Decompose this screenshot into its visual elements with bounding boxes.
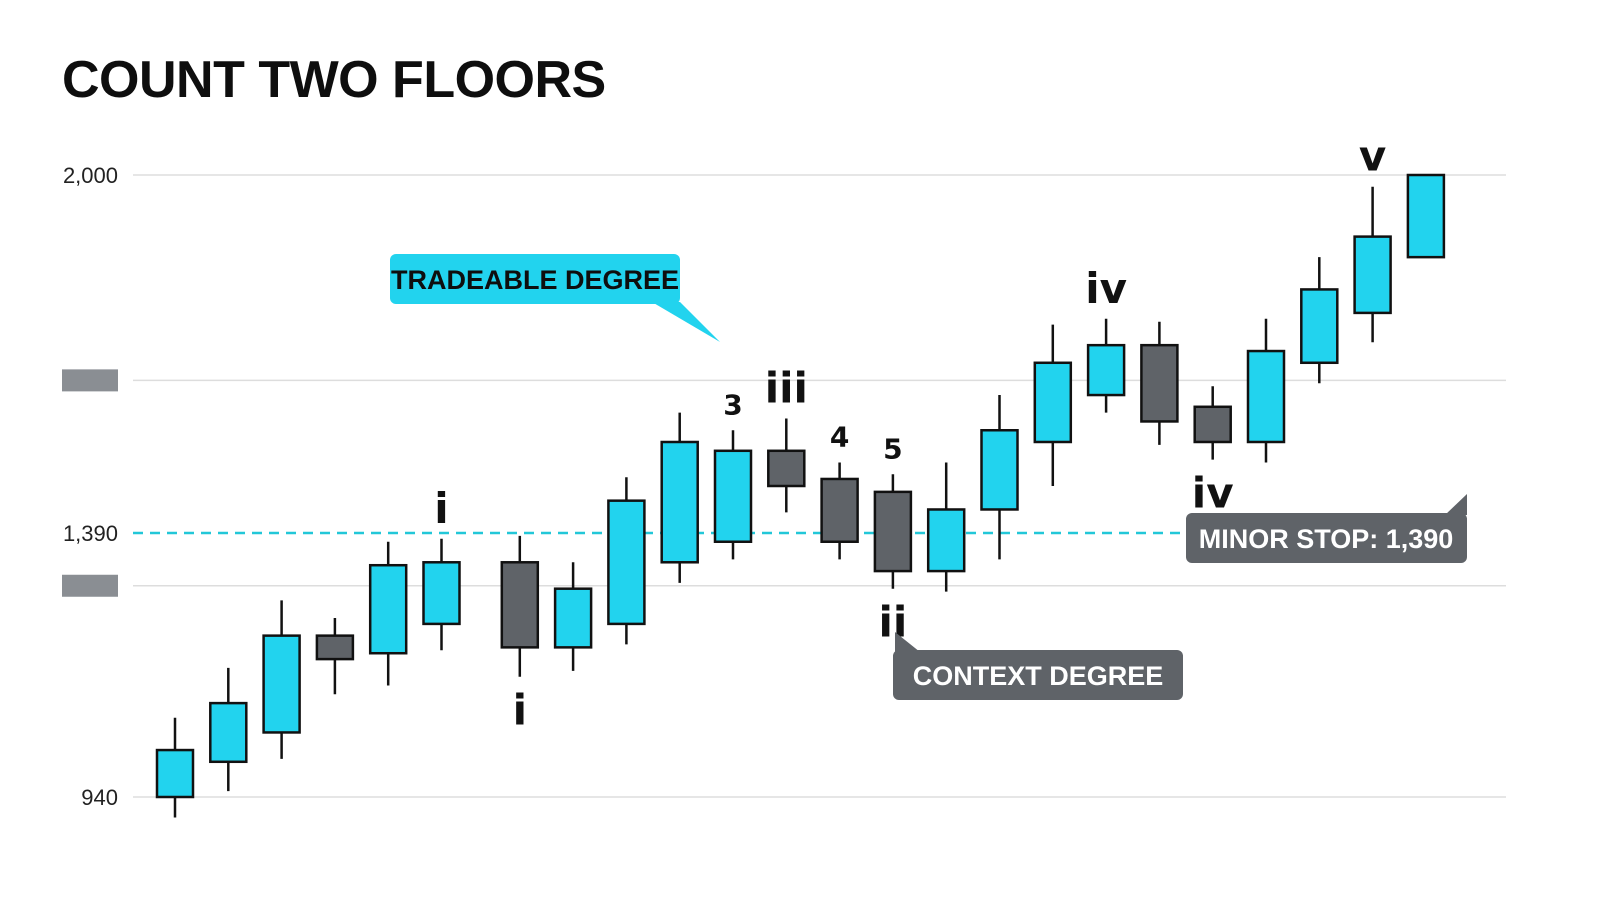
hidden-tick-placeholder xyxy=(62,369,118,392)
callout-context-degree xyxy=(893,632,1183,700)
candle xyxy=(1246,318,1286,463)
callout-text: TRADEABLE DEGREE xyxy=(391,265,679,295)
wave-label: iv xyxy=(1085,264,1127,313)
candle-body xyxy=(262,634,301,734)
chart-title: COUNT TWO FLOORS xyxy=(62,51,606,109)
candle xyxy=(553,562,593,671)
candle xyxy=(500,535,540,677)
candle xyxy=(262,600,301,759)
candle xyxy=(1033,324,1073,486)
callouts: TRADEABLE DEGREE CONTEXT DEGREE MINOR STOP… xyxy=(390,254,1467,700)
candle xyxy=(368,541,408,686)
candle xyxy=(767,418,806,513)
candle xyxy=(1086,318,1126,413)
callout-minor-stop xyxy=(1186,494,1467,563)
callout-box xyxy=(893,650,1183,700)
candle-body xyxy=(1353,235,1392,315)
candle-body xyxy=(1406,173,1446,259)
candle xyxy=(980,395,1019,560)
candle-body xyxy=(1300,288,1339,365)
callout-text: CONTEXT DEGREE xyxy=(913,661,1164,691)
candle-body xyxy=(1086,343,1126,397)
wave-label: iv xyxy=(1192,469,1234,518)
candle-body xyxy=(980,429,1019,511)
candle-body xyxy=(660,440,699,564)
candle-body xyxy=(873,490,913,573)
candle xyxy=(820,462,859,560)
y-axis-ticks: 2,000 1,390 940 xyxy=(62,163,118,810)
wave-label: v xyxy=(1359,132,1386,181)
wave-label: 4 xyxy=(830,421,849,454)
candle-body xyxy=(713,449,753,543)
candle-body xyxy=(422,561,461,626)
candle-body xyxy=(1246,349,1286,444)
wave-label: i xyxy=(513,686,527,735)
gridlines xyxy=(133,174,1506,798)
candle xyxy=(607,477,646,645)
wave-label: i xyxy=(434,484,448,533)
candle xyxy=(1193,386,1232,460)
callout-box xyxy=(1186,513,1467,563)
y-tick-label: 1,390 xyxy=(63,521,118,546)
callout-tail xyxy=(652,302,720,342)
candle xyxy=(209,667,248,792)
candles xyxy=(155,173,1446,818)
candle-body xyxy=(553,587,593,649)
wave-label: 5 xyxy=(883,432,902,465)
candle xyxy=(713,430,753,560)
candle-body xyxy=(1193,405,1232,444)
y-tick-label: 940 xyxy=(81,785,118,810)
candle xyxy=(1353,186,1392,343)
candle-body xyxy=(500,561,540,649)
candle xyxy=(1300,257,1339,384)
callout-box xyxy=(390,254,680,304)
wave-label: 3 xyxy=(723,388,742,421)
candle xyxy=(1406,173,1446,259)
callout-tail xyxy=(1445,494,1467,515)
candle-body xyxy=(607,499,646,626)
candle-body xyxy=(368,563,408,655)
candle-body xyxy=(155,748,195,799)
candle-body xyxy=(926,508,966,573)
candle xyxy=(315,618,355,695)
candle xyxy=(155,717,195,818)
candle-body xyxy=(315,634,355,661)
candle xyxy=(1140,321,1179,445)
candle-body xyxy=(209,701,248,764)
callout-tradeable-degree xyxy=(390,254,720,342)
callout-tail xyxy=(895,632,920,652)
candle xyxy=(926,462,966,592)
candle-body xyxy=(1140,343,1179,423)
candle xyxy=(873,474,913,589)
callout-text: MINOR STOP: 1,390 xyxy=(1199,524,1454,554)
candle-body xyxy=(1033,361,1073,444)
candle xyxy=(422,538,461,651)
candle-body xyxy=(820,477,859,543)
hidden-tick-placeholder xyxy=(62,574,118,597)
candle-body xyxy=(767,449,806,488)
wave-label: iii xyxy=(765,364,808,413)
y-tick-label: 2,000 xyxy=(63,163,118,188)
candle xyxy=(660,412,699,583)
